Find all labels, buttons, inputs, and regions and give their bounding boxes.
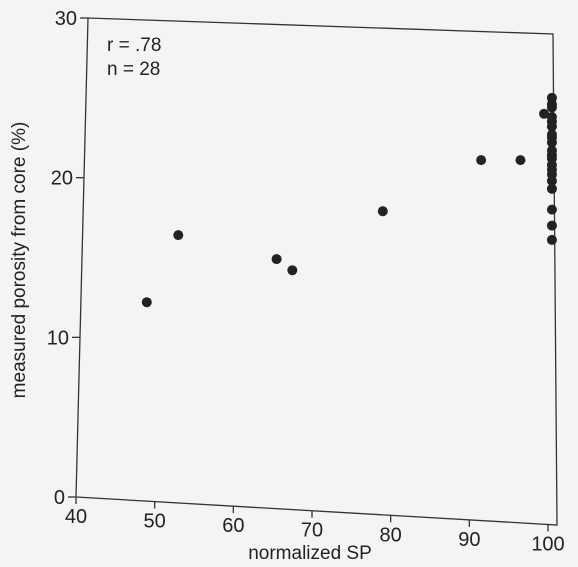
x-tick-label: 50 xyxy=(144,511,166,533)
x-tick-label: 70 xyxy=(301,520,323,542)
x-tick-label: 90 xyxy=(458,529,480,551)
data-point xyxy=(546,220,557,231)
y-tick-label: 0 xyxy=(54,487,65,509)
x-tick-label: 40 xyxy=(65,506,87,528)
x-axis-label: normalized SP xyxy=(248,543,372,564)
ticks: 40 50 60 70 80 90 100 0 10 20 30 xyxy=(47,8,565,555)
data-point xyxy=(287,265,298,276)
annotation-n: n = 28 xyxy=(107,59,160,80)
data-points xyxy=(141,92,557,308)
data-point xyxy=(546,204,557,215)
data-point xyxy=(546,234,557,245)
data-point xyxy=(546,175,557,186)
y-tick-label: 20 xyxy=(51,168,73,190)
data-point xyxy=(546,99,557,110)
data-point xyxy=(377,206,388,217)
y-tick-label: 10 xyxy=(47,327,69,349)
data-point xyxy=(546,183,557,194)
data-point xyxy=(546,116,557,127)
data-point xyxy=(546,132,557,143)
x-tick-label: 100 xyxy=(531,533,564,555)
data-point xyxy=(539,108,550,119)
x-tick-label: 60 xyxy=(222,515,244,537)
data-point xyxy=(141,297,152,308)
y-axis-label: measured porosity from core (%) xyxy=(9,122,30,399)
plot-frame xyxy=(75,17,558,526)
y-tick-label: 30 xyxy=(55,8,77,30)
data-point xyxy=(271,254,282,265)
data-point xyxy=(546,164,557,175)
data-point xyxy=(546,150,557,161)
data-point xyxy=(515,155,526,166)
data-point xyxy=(173,230,184,241)
data-point xyxy=(476,155,487,166)
annotation-r: r = .78 xyxy=(107,35,161,56)
axes xyxy=(75,17,558,526)
x-tick-label: 80 xyxy=(380,524,402,546)
